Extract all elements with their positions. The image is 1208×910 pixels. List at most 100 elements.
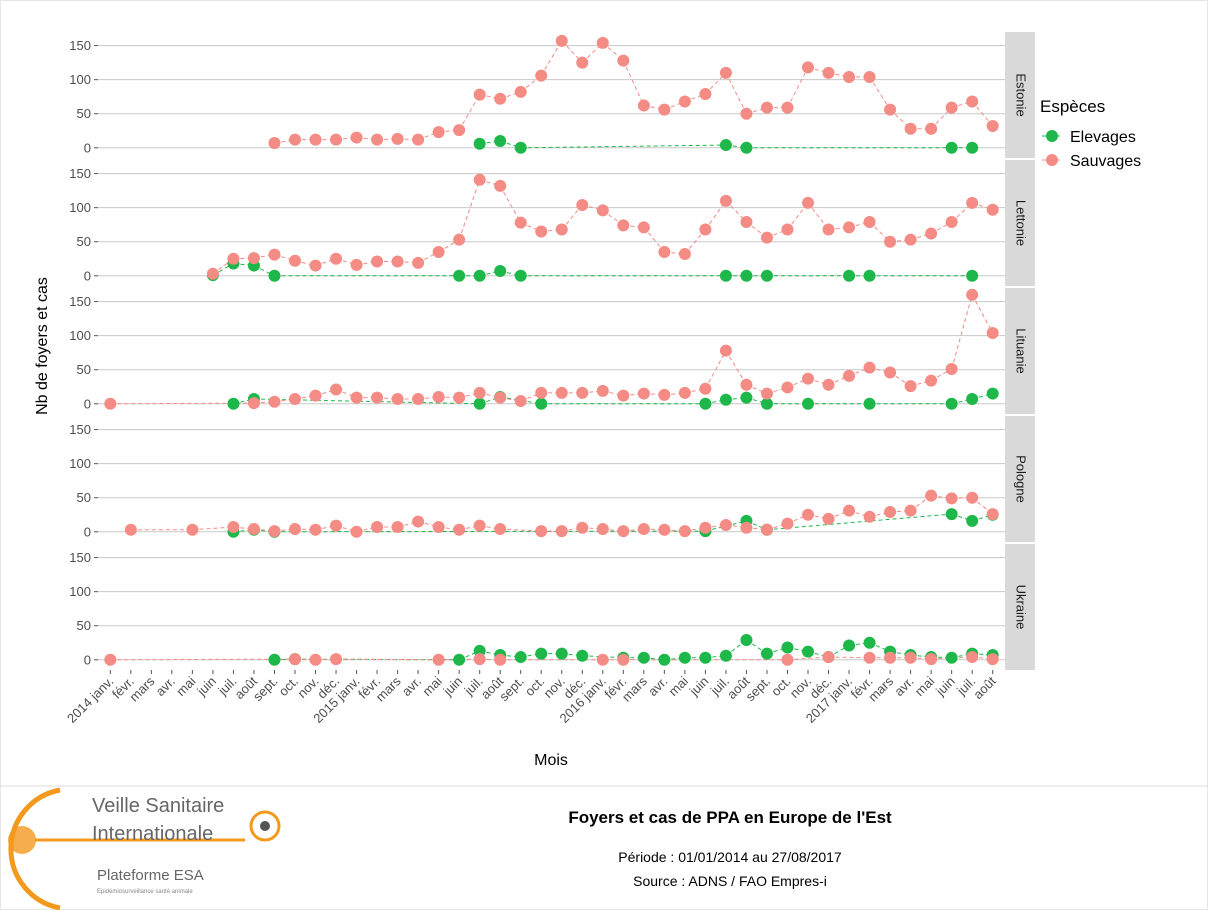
data-point xyxy=(781,641,794,654)
y-tick-label: 0 xyxy=(84,396,91,411)
data-point xyxy=(494,523,507,536)
data-point xyxy=(576,521,589,534)
data-point xyxy=(371,255,384,268)
data-point xyxy=(555,34,568,47)
data-point xyxy=(843,269,856,282)
data-point xyxy=(473,173,486,186)
legend-swatch xyxy=(1046,130,1058,142)
data-point xyxy=(904,380,917,393)
y-tick-label: 0 xyxy=(84,524,91,539)
data-point xyxy=(637,99,650,112)
data-point xyxy=(986,119,999,132)
y-tick-label: 50 xyxy=(77,106,91,121)
data-point xyxy=(699,382,712,395)
data-point xyxy=(760,231,773,244)
data-point xyxy=(637,221,650,234)
data-point xyxy=(104,653,117,666)
data-point xyxy=(678,651,691,664)
data-point xyxy=(514,395,527,408)
data-point xyxy=(514,85,527,98)
series-line xyxy=(807,202,829,230)
data-point xyxy=(904,233,917,246)
y-tick-label: 50 xyxy=(77,362,91,377)
data-point xyxy=(288,523,301,536)
data-point xyxy=(596,204,609,217)
facet-label: Pologne xyxy=(1014,455,1029,503)
data-point xyxy=(330,252,343,265)
data-point xyxy=(453,124,466,137)
data-point xyxy=(309,389,322,402)
series-line xyxy=(622,60,645,106)
data-point xyxy=(945,397,958,410)
data-point xyxy=(555,525,568,538)
data-point xyxy=(330,653,343,666)
data-point xyxy=(925,489,938,502)
data-point xyxy=(268,248,281,261)
data-point xyxy=(288,393,301,406)
data-point xyxy=(925,374,938,387)
data-point xyxy=(843,369,856,382)
data-point xyxy=(822,223,835,236)
data-point xyxy=(391,132,404,145)
data-point xyxy=(781,101,794,114)
data-point xyxy=(555,647,568,660)
data-point xyxy=(473,397,486,410)
logo-text: Internationale xyxy=(92,823,213,845)
data-point xyxy=(576,386,589,399)
data-point xyxy=(658,245,671,258)
data-point xyxy=(432,653,445,666)
data-point xyxy=(781,381,794,394)
data-point xyxy=(822,512,835,525)
series-line xyxy=(458,179,481,240)
data-point xyxy=(884,506,897,519)
data-point xyxy=(719,393,732,406)
y-tick-label: 150 xyxy=(69,294,91,309)
data-point xyxy=(350,131,363,144)
data-point xyxy=(350,258,363,271)
y-tick-label: 100 xyxy=(69,456,91,471)
data-point xyxy=(453,233,466,246)
data-point xyxy=(453,391,466,404)
data-point xyxy=(884,366,897,379)
data-point xyxy=(843,639,856,652)
y-tick-label: 0 xyxy=(84,140,91,155)
data-point xyxy=(781,517,794,530)
data-point xyxy=(986,326,999,339)
data-point xyxy=(945,492,958,505)
data-point xyxy=(986,508,999,521)
data-point xyxy=(494,391,507,404)
data-point xyxy=(309,653,322,666)
series-line xyxy=(274,530,706,533)
data-point xyxy=(925,122,938,135)
data-point xyxy=(473,653,486,666)
data-point xyxy=(945,651,958,664)
y-tick-label: 150 xyxy=(69,550,91,565)
footer-period: Période : 01/01/2014 au 27/08/2017 xyxy=(618,849,842,865)
data-point xyxy=(945,215,958,228)
data-point xyxy=(206,267,219,280)
data-point xyxy=(966,141,979,154)
y-tick-label: 0 xyxy=(84,652,91,667)
logo-text: Plateforme ESA xyxy=(97,867,204,884)
facet-label: Lituanie xyxy=(1014,328,1029,374)
facet-label: Lettonie xyxy=(1014,200,1029,246)
data-point xyxy=(719,139,732,152)
data-point xyxy=(124,523,137,536)
data-point xyxy=(268,137,281,150)
data-point xyxy=(371,391,384,404)
data-point xyxy=(371,521,384,534)
y-tick-label: 50 xyxy=(77,490,91,505)
data-point xyxy=(658,653,671,666)
series-line xyxy=(336,658,439,661)
data-point xyxy=(453,523,466,536)
data-point xyxy=(966,288,979,301)
data-point xyxy=(555,223,568,236)
data-point xyxy=(412,515,425,528)
data-point xyxy=(535,397,548,410)
data-point xyxy=(617,389,630,402)
data-point xyxy=(699,87,712,100)
data-point xyxy=(473,519,486,532)
data-point xyxy=(986,203,999,216)
legend-swatch xyxy=(1046,154,1058,166)
logo-eye xyxy=(249,810,281,842)
